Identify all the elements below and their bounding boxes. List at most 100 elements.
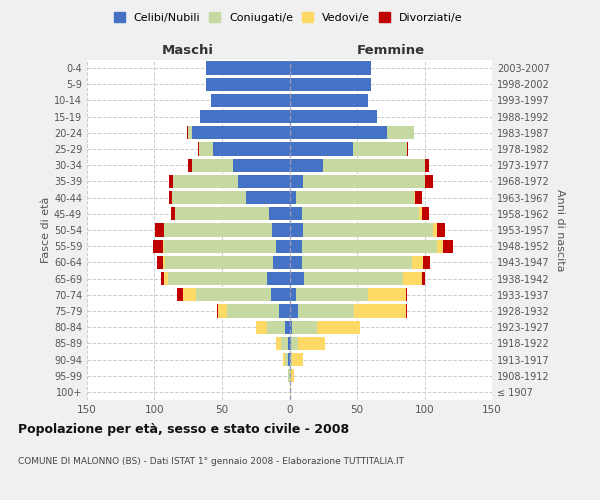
Bar	[317, 320, 360, 334]
Bar	[188, 126, 193, 140]
Bar	[286, 353, 288, 366]
Bar	[290, 224, 303, 236]
Bar	[164, 240, 276, 253]
Bar	[290, 256, 302, 269]
Bar	[290, 353, 292, 366]
Bar	[272, 224, 290, 236]
Bar	[290, 142, 353, 156]
Bar	[256, 320, 266, 334]
Bar	[290, 386, 291, 398]
Bar	[323, 158, 425, 172]
Bar	[212, 142, 290, 156]
Bar	[290, 191, 296, 204]
Bar	[303, 175, 425, 188]
Bar	[302, 240, 437, 253]
Bar	[425, 158, 428, 172]
Bar	[290, 126, 387, 140]
Bar	[178, 288, 183, 302]
Y-axis label: Fasce di età: Fasce di età	[41, 197, 51, 263]
Bar	[290, 336, 291, 350]
Bar	[288, 336, 290, 350]
Bar	[290, 304, 298, 318]
Bar	[303, 224, 433, 236]
Bar	[290, 110, 377, 124]
Bar	[200, 110, 290, 124]
Bar	[290, 272, 304, 285]
Bar	[288, 369, 290, 382]
Bar	[437, 224, 445, 236]
Bar	[407, 142, 409, 156]
Bar	[157, 256, 163, 269]
Bar	[422, 207, 428, 220]
Bar	[368, 288, 406, 302]
Bar	[168, 272, 266, 285]
Bar	[173, 175, 238, 188]
Bar	[169, 175, 173, 188]
Bar	[290, 94, 368, 107]
Bar	[302, 256, 412, 269]
Bar	[172, 191, 247, 204]
Bar	[437, 240, 443, 253]
Text: COMUNE DI MALONNO (BS) - Dati ISTAT 1° gennaio 2008 - Elaborazione TUTTITALIA.IT: COMUNE DI MALONNO (BS) - Dati ISTAT 1° g…	[18, 458, 404, 466]
Bar	[227, 304, 279, 318]
Bar	[163, 240, 164, 253]
Bar	[292, 353, 303, 366]
Bar	[276, 240, 290, 253]
Bar	[419, 207, 422, 220]
Bar	[290, 78, 371, 91]
Text: Popolazione per età, sesso e stato civile - 2008: Popolazione per età, sesso e stato civil…	[18, 422, 349, 436]
Bar	[387, 126, 414, 140]
Bar	[288, 353, 290, 366]
Bar	[290, 158, 323, 172]
Bar	[217, 304, 218, 318]
Bar	[304, 272, 403, 285]
Bar	[266, 272, 290, 285]
Bar	[211, 94, 290, 107]
Bar	[355, 304, 406, 318]
Bar	[422, 272, 425, 285]
Bar	[412, 256, 423, 269]
Y-axis label: Anni di nascita: Anni di nascita	[555, 188, 565, 271]
Bar	[414, 191, 415, 204]
Bar	[433, 224, 437, 236]
Bar	[188, 158, 193, 172]
Bar	[206, 62, 290, 74]
Bar	[290, 62, 371, 74]
Text: Maschi: Maschi	[162, 44, 214, 58]
Bar	[290, 288, 296, 302]
Bar	[290, 320, 292, 334]
Bar	[196, 288, 271, 302]
Bar	[415, 191, 422, 204]
Bar	[276, 336, 281, 350]
Bar	[164, 224, 272, 236]
Bar	[298, 304, 355, 318]
Bar	[291, 336, 298, 350]
Bar	[269, 207, 290, 220]
Legend: Celibi/Nubili, Coniugati/e, Vedovi/e, Divorziati/e: Celibi/Nubili, Coniugati/e, Vedovi/e, Di…	[109, 8, 467, 28]
Bar	[406, 304, 407, 318]
Bar	[199, 142, 212, 156]
Bar	[403, 272, 422, 285]
Bar	[206, 78, 290, 91]
Bar	[353, 142, 407, 156]
Bar	[425, 175, 433, 188]
Bar	[290, 369, 291, 382]
Bar	[283, 353, 286, 366]
Bar	[290, 240, 302, 253]
Bar	[296, 191, 414, 204]
Bar	[266, 320, 286, 334]
Bar	[279, 304, 290, 318]
Bar	[290, 175, 303, 188]
Bar	[292, 320, 317, 334]
Bar	[302, 207, 419, 220]
Bar	[164, 272, 168, 285]
Bar	[166, 256, 274, 269]
Bar	[175, 207, 269, 220]
Bar	[169, 191, 172, 204]
Bar	[218, 304, 227, 318]
Bar	[291, 369, 293, 382]
Bar	[187, 126, 188, 140]
Bar	[247, 191, 290, 204]
Bar	[423, 256, 430, 269]
Bar	[161, 272, 164, 285]
